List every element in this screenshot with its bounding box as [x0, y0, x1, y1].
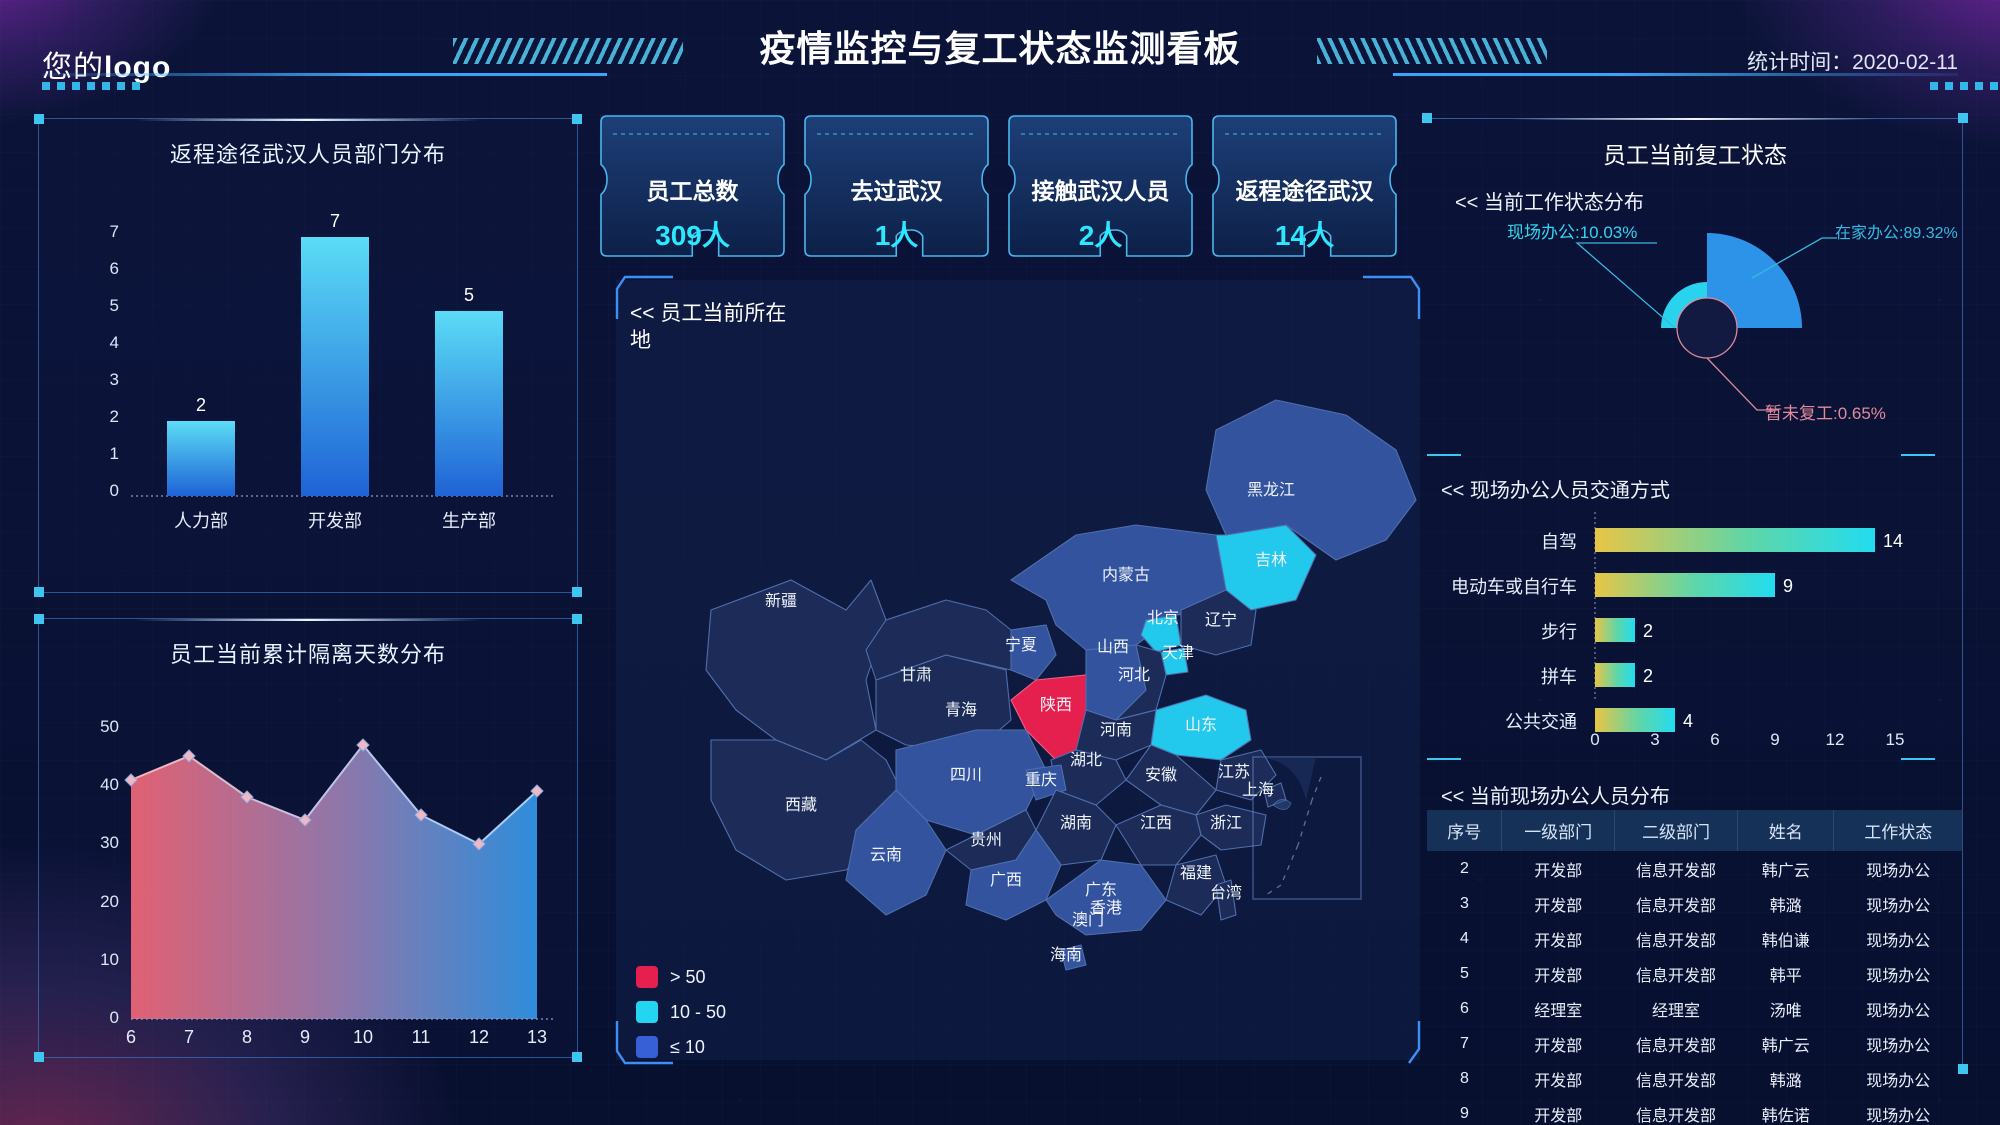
- svg-text:新疆: 新疆: [765, 592, 797, 610]
- svg-text:广东: 广东: [1085, 881, 1117, 899]
- svg-text:0: 0: [1590, 730, 1599, 749]
- svg-text:宁夏: 宁夏: [1005, 636, 1037, 654]
- svg-text:山东: 山东: [1185, 716, 1217, 734]
- svg-text:2: 2: [196, 395, 206, 415]
- svg-text:7: 7: [330, 211, 340, 231]
- svg-text:步行: 步行: [1541, 622, 1577, 642]
- svg-text:内蒙古: 内蒙古: [1102, 566, 1150, 584]
- svg-text:7: 7: [184, 1027, 194, 1047]
- svg-text:4: 4: [110, 333, 119, 352]
- svg-text:15: 15: [1886, 730, 1905, 749]
- svg-text:自驾: 自驾: [1541, 532, 1577, 552]
- svg-text:13: 13: [527, 1027, 547, 1047]
- svg-text:9: 9: [300, 1027, 310, 1047]
- svg-text:电动车或自行车: 电动车或自行车: [1451, 577, 1577, 597]
- svg-text:在家办公:89.32%: 在家办公:89.32%: [1835, 224, 1958, 242]
- svg-text:湖北: 湖北: [1070, 751, 1102, 769]
- svg-text:4: 4: [1683, 711, 1693, 731]
- svg-text:湖南: 湖南: [1060, 814, 1092, 832]
- svg-text:5: 5: [464, 285, 474, 305]
- svg-text:2: 2: [110, 407, 119, 426]
- svg-text:6: 6: [110, 259, 119, 278]
- svg-text:20: 20: [100, 892, 119, 911]
- svg-text:12: 12: [469, 1027, 489, 1047]
- svg-text:重庆: 重庆: [1025, 771, 1057, 789]
- svg-text:贵州: 贵州: [970, 831, 1002, 849]
- svg-text:海南: 海南: [1050, 946, 1082, 964]
- svg-text:2: 2: [1643, 621, 1653, 641]
- svg-text:公共交通: 公共交通: [1505, 712, 1577, 732]
- svg-text:12: 12: [1826, 730, 1845, 749]
- svg-text:福建: 福建: [1180, 864, 1212, 882]
- svg-text:9: 9: [1783, 576, 1793, 596]
- svg-text:台湾: 台湾: [1210, 884, 1242, 902]
- svg-text:陕西: 陕西: [1040, 696, 1072, 714]
- svg-text:7: 7: [110, 222, 119, 241]
- svg-text:6: 6: [126, 1027, 136, 1047]
- svg-text:人力部: 人力部: [174, 511, 228, 531]
- svg-text:0: 0: [110, 1008, 119, 1027]
- svg-text:2: 2: [1643, 666, 1653, 686]
- svg-text:澳门: 澳门: [1072, 911, 1104, 929]
- svg-text:甘肃: 甘肃: [900, 666, 932, 684]
- svg-text:30: 30: [100, 833, 119, 852]
- svg-text:0: 0: [110, 481, 119, 500]
- svg-text:广西: 广西: [990, 871, 1022, 889]
- svg-text:拼车: 拼车: [1541, 667, 1577, 687]
- svg-text:浙江: 浙江: [1210, 814, 1242, 832]
- svg-text:上海: 上海: [1242, 781, 1274, 799]
- svg-text:西藏: 西藏: [785, 796, 817, 814]
- svg-text:云南: 云南: [870, 846, 902, 864]
- svg-text:河南: 河南: [1100, 721, 1132, 739]
- svg-text:40: 40: [100, 775, 119, 794]
- svg-text:8: 8: [242, 1027, 252, 1047]
- svg-text:10: 10: [100, 950, 119, 969]
- svg-text:50: 50: [100, 717, 119, 736]
- svg-text:1: 1: [110, 444, 119, 463]
- svg-text:山西: 山西: [1097, 638, 1129, 656]
- svg-text:吉林: 吉林: [1255, 551, 1287, 569]
- svg-text:9: 9: [1770, 730, 1779, 749]
- svg-text:辽宁: 辽宁: [1205, 611, 1237, 629]
- svg-text:黑龙江: 黑龙江: [1247, 481, 1295, 499]
- svg-text:开发部: 开发部: [308, 511, 362, 531]
- svg-text:3: 3: [110, 370, 119, 389]
- svg-text:四川: 四川: [950, 767, 982, 784]
- svg-text:现场办公:10.03%: 现场办公:10.03%: [1507, 223, 1637, 242]
- svg-text:10: 10: [353, 1027, 373, 1047]
- svg-text:5: 5: [110, 296, 119, 315]
- svg-text:江苏: 江苏: [1218, 763, 1250, 781]
- svg-text:生产部: 生产部: [442, 511, 496, 531]
- svg-text:北京: 北京: [1147, 609, 1179, 627]
- svg-text:天津: 天津: [1162, 644, 1194, 662]
- svg-text:11: 11: [412, 1027, 431, 1047]
- svg-text:6: 6: [1710, 730, 1719, 749]
- svg-text:江西: 江西: [1140, 814, 1172, 832]
- svg-text:14: 14: [1883, 531, 1903, 551]
- svg-text:青海: 青海: [945, 701, 977, 719]
- svg-text:河北: 河北: [1118, 666, 1150, 684]
- svg-text:暂未复工:0.65%: 暂未复工:0.65%: [1765, 404, 1886, 423]
- svg-text:安徽: 安徽: [1145, 766, 1177, 784]
- svg-text:3: 3: [1650, 730, 1659, 749]
